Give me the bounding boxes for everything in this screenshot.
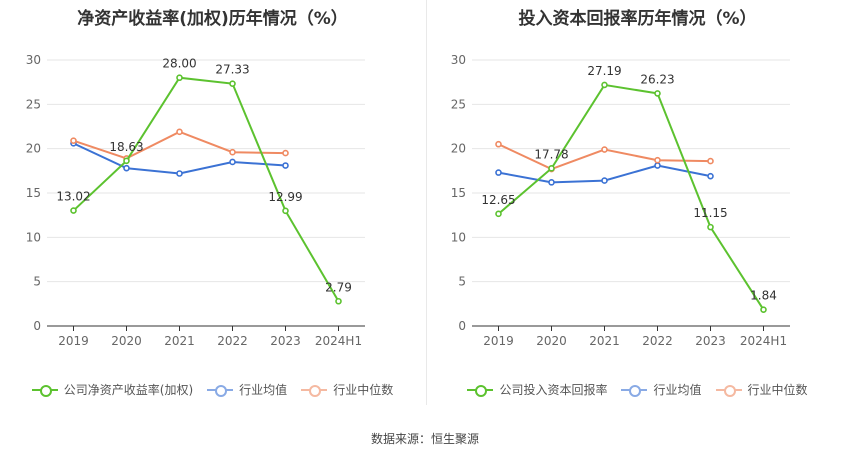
data-point bbox=[654, 156, 661, 164]
data-point bbox=[70, 137, 77, 144]
data-point bbox=[282, 162, 289, 169]
data-point bbox=[176, 128, 183, 136]
data-point bbox=[495, 169, 502, 176]
legend-item[interactable]: 公司净资产收益率(加权) bbox=[31, 381, 194, 398]
data-point bbox=[495, 140, 502, 148]
data-point bbox=[229, 80, 236, 87]
data-label: 11.15 bbox=[693, 206, 727, 220]
legend-marker-icon bbox=[715, 384, 742, 397]
legend-item[interactable]: 公司投入资本回报率 bbox=[467, 381, 607, 398]
series-line bbox=[72, 76, 340, 302]
legend-item[interactable]: 行业均值 bbox=[207, 381, 287, 398]
data-label: 27.33 bbox=[215, 63, 249, 77]
data-point bbox=[176, 74, 183, 82]
data-point bbox=[282, 149, 289, 157]
data-label: 12.65 bbox=[481, 193, 515, 207]
legend-marker-icon bbox=[301, 384, 328, 397]
data-label: 27.19 bbox=[587, 64, 621, 78]
data-point bbox=[601, 177, 608, 184]
y-tick-label: 30 bbox=[26, 53, 41, 67]
x-tick-label: 2024H1 bbox=[740, 334, 787, 348]
data-point bbox=[654, 90, 661, 97]
y-tick-label: 10 bbox=[26, 230, 41, 244]
legend-marker-icon bbox=[31, 384, 58, 397]
y-tick-label: 5 bbox=[458, 275, 466, 289]
roic-line-chart: 0 5 10 15 20 25 30 2019 2020 2021 2022 2023 2024H1 12… bbox=[451, 53, 790, 348]
panel-divider bbox=[426, 0, 427, 405]
legend-item[interactable]: 行业中位数 bbox=[715, 381, 808, 398]
data-point bbox=[548, 165, 555, 172]
series-line bbox=[73, 142, 286, 175]
y-tick-label: 25 bbox=[451, 97, 466, 111]
data-label: 17.78 bbox=[534, 147, 568, 161]
data-point bbox=[229, 148, 236, 156]
x-tick-label: 2022 bbox=[642, 334, 673, 348]
legend-label: 公司净资产收益率(加权) bbox=[63, 383, 194, 397]
y-tick-label: 5 bbox=[33, 275, 41, 289]
data-point bbox=[123, 164, 130, 172]
data-label: 28.00 bbox=[162, 57, 196, 71]
roe-line-chart: 0 5 10 15 20 25 30 2019 2020 2021 2022 2023 2024H1 13… bbox=[26, 53, 365, 348]
roe-chart-panel: 净资产收益率(加权)历年情况（%） 0 5 10 15 20 25 30 2019 2020 20… bbox=[0, 0, 425, 420]
y-tick-label: 0 bbox=[458, 319, 466, 333]
legend-marker-icon bbox=[467, 384, 494, 397]
x-tick-label: 2024H1 bbox=[315, 334, 362, 348]
legend-item[interactable]: 行业中位数 bbox=[301, 381, 393, 398]
data-label: 13.02 bbox=[56, 190, 90, 204]
x-tick-label: 2023 bbox=[695, 334, 726, 348]
roe-chart-legend: 公司净资产收益率(加权) 行业均值 行业中位数 bbox=[0, 381, 425, 398]
x-tick-label: 2020 bbox=[111, 334, 142, 348]
y-tick-label: 10 bbox=[451, 230, 466, 244]
x-tick-label: 2021 bbox=[164, 334, 195, 348]
data-point bbox=[229, 158, 236, 166]
data-label: 26.23 bbox=[640, 72, 674, 86]
roic-chart-legend: 公司投入资本回报率 行业均值 行业中位数 bbox=[425, 381, 850, 398]
y-tick-label: 0 bbox=[33, 319, 41, 333]
y-tick-label: 15 bbox=[451, 186, 466, 200]
legend-label: 行业中位数 bbox=[747, 383, 808, 397]
data-point bbox=[601, 81, 608, 89]
data-label: 12.99 bbox=[268, 190, 302, 204]
data-point bbox=[548, 179, 555, 186]
y-tick-label: 20 bbox=[451, 142, 466, 156]
roic-chart-title: 投入资本回报率历年情况（%） bbox=[518, 9, 757, 29]
data-source-footer: 数据来源：恒生聚源 bbox=[370, 432, 479, 446]
legend-label: 行业均值 bbox=[653, 383, 702, 397]
data-point bbox=[601, 146, 608, 153]
series-line bbox=[497, 83, 765, 311]
data-point bbox=[123, 157, 130, 165]
roic-chart-panel: 投入资本回报率历年情况（%） 0 5 10 15 20 25 30 2019 2020 2021 2… bbox=[425, 0, 850, 420]
legend-marker-icon bbox=[621, 384, 648, 397]
data-point bbox=[70, 207, 77, 214]
data-point bbox=[176, 170, 183, 177]
x-tick-label: 2019 bbox=[483, 334, 514, 348]
data-point bbox=[335, 297, 342, 305]
data-point bbox=[654, 162, 661, 169]
x-tick-label: 2023 bbox=[270, 334, 301, 348]
data-point bbox=[282, 207, 289, 215]
x-tick-label: 2020 bbox=[536, 334, 567, 348]
data-point bbox=[707, 157, 714, 165]
legend-label: 公司投入资本回报率 bbox=[499, 383, 608, 397]
legend-label: 行业中位数 bbox=[333, 383, 394, 397]
data-label: 18.63 bbox=[109, 140, 143, 154]
data-label: 1.84 bbox=[750, 289, 777, 303]
legend-label: 行业均值 bbox=[239, 383, 288, 397]
x-tick-label: 2021 bbox=[589, 334, 620, 348]
data-point bbox=[760, 306, 767, 313]
legend-marker-icon bbox=[207, 384, 234, 397]
data-point bbox=[707, 223, 714, 231]
y-tick-label: 30 bbox=[451, 53, 466, 67]
y-tick-label: 25 bbox=[26, 97, 41, 111]
data-point bbox=[707, 172, 714, 180]
x-tick-label: 2019 bbox=[58, 334, 89, 348]
y-tick-label: 20 bbox=[26, 142, 41, 156]
data-label: 2.79 bbox=[325, 280, 352, 294]
data-point bbox=[495, 210, 502, 218]
y-tick-label: 15 bbox=[26, 186, 41, 200]
roe-chart-title: 净资产收益率(加权)历年情况（%） bbox=[77, 9, 348, 29]
x-tick-label: 2022 bbox=[217, 334, 248, 348]
legend-item[interactable]: 行业均值 bbox=[621, 381, 702, 398]
